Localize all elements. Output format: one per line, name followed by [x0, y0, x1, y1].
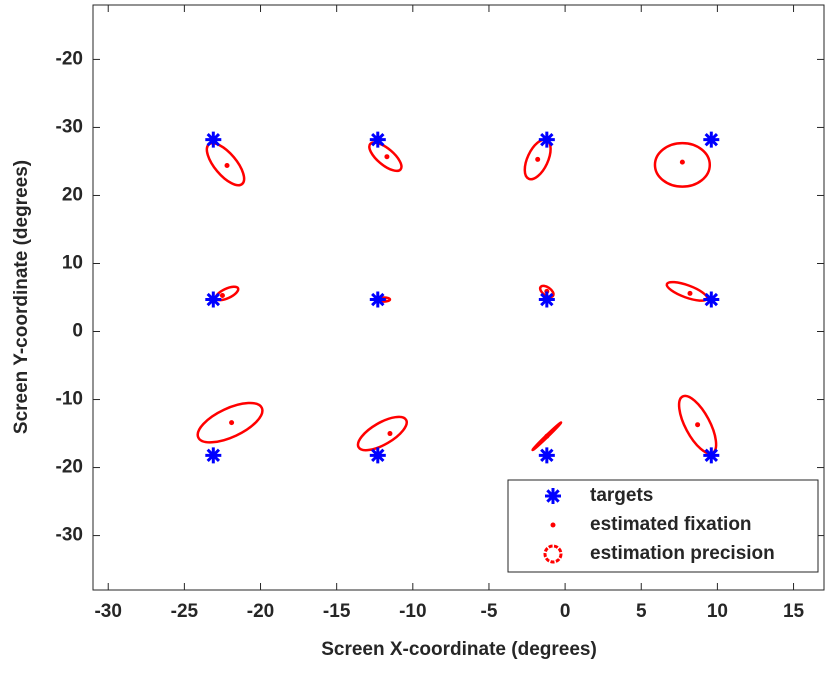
precision-ellipse	[538, 284, 555, 299]
y-tick-label: -10	[56, 389, 83, 410]
x-tick-label: 0	[560, 601, 571, 622]
target-marker	[538, 447, 555, 464]
target-marker	[369, 447, 386, 464]
legend-marker	[545, 488, 561, 504]
legend-label: targets	[590, 485, 653, 506]
x-tick-label: 15	[783, 601, 805, 622]
x-tick-label: -15	[323, 601, 351, 622]
target-marker	[703, 291, 720, 308]
target-marker	[538, 131, 555, 148]
target-marker	[703, 131, 720, 148]
y-axis-label: Screen Y-coordinate (degrees)	[11, 160, 32, 434]
target-marker	[205, 447, 222, 464]
precision-ellipse	[653, 141, 712, 188]
target-marker	[369, 131, 386, 148]
x-tick-label: -25	[171, 601, 199, 622]
fixation-dot	[695, 422, 701, 428]
legend-label: estimation precision	[590, 543, 775, 564]
x-tick-label: 10	[707, 601, 728, 622]
fixation-dot	[679, 159, 685, 165]
fixation-dot	[384, 154, 390, 160]
y-tick-label: -30	[56, 525, 83, 546]
legend-label: estimated fixation	[590, 514, 752, 535]
legend-marker	[550, 522, 556, 528]
fixation-dot	[224, 163, 230, 169]
fixation-dot	[535, 156, 541, 162]
fixation-dot	[387, 431, 393, 437]
y-tick-label: 10	[62, 253, 83, 274]
target-marker	[369, 291, 386, 308]
legend-marker	[543, 544, 563, 564]
x-tick-label: -30	[94, 601, 121, 622]
fixation-dot	[544, 433, 550, 439]
target-marker	[205, 131, 222, 148]
target-marker	[703, 447, 720, 464]
precision-ellipse	[356, 415, 408, 452]
legend: targets estimated fixation estimation prec…	[507, 479, 819, 573]
x-tick-label: -10	[399, 601, 426, 622]
x-tick-label: -5	[481, 601, 498, 622]
fixation-dot	[687, 290, 693, 296]
x-axis-label: Screen X-coordinate (degrees)	[321, 639, 597, 660]
fixation-dot	[219, 292, 225, 298]
y-tick-label: 20	[62, 184, 83, 205]
target-marker	[205, 291, 222, 308]
x-tick-label: 5	[636, 601, 647, 622]
precision-ellipse	[196, 401, 264, 444]
y-tick-label: -20	[56, 457, 83, 478]
target-marker	[538, 291, 555, 308]
fixation-dot	[229, 420, 235, 426]
precision-ellipse	[368, 141, 403, 173]
y-tick-label: -30	[56, 116, 83, 137]
y-tick-label: 0	[72, 321, 83, 342]
y-tick-label: -20	[56, 48, 83, 69]
x-tick-label: -20	[247, 601, 274, 622]
